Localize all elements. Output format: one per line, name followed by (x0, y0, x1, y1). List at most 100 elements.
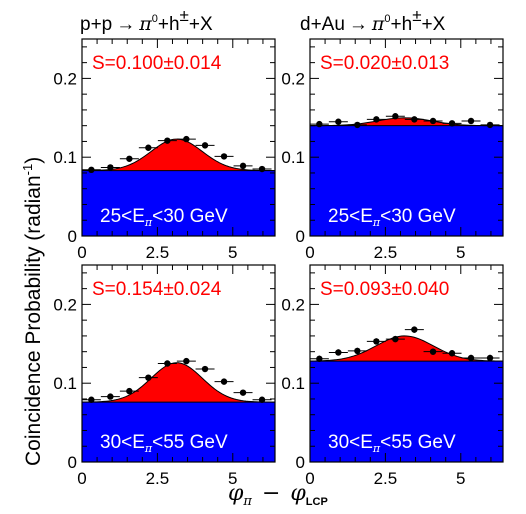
data-point (126, 155, 133, 162)
data-point (88, 396, 95, 403)
energy-bin-low: 30<E (100, 432, 145, 453)
x-tick-label: 5 (228, 243, 237, 262)
panel-frame (309, 264, 504, 463)
data-point (392, 335, 399, 343)
x-axis-sub-2: LCP (306, 496, 328, 508)
energy-bin-sub: π (372, 442, 381, 455)
energy-bin-annotation: 30<Eπ<55 GeV (328, 432, 456, 455)
data-point (126, 387, 133, 395)
signal-fill (310, 117, 503, 126)
signal-fill (82, 362, 275, 403)
signal-fill (82, 139, 275, 171)
y-tick-label: 0.2 (53, 69, 77, 88)
data-point (429, 348, 437, 355)
panel-bottom-right: 0 0.1 0.2 0 2.5 5 S=0.093±0.040 30<Eπ<55 GeV (281, 264, 504, 488)
y-axis-title: Coincidence Probability (radian-1) (20, 157, 45, 466)
panel-top-right: 0 0.1 0.2 0 2.5 5 S=0.020±0.013 25<Eπ<30 GeV (281, 38, 504, 262)
x-tick-label: 0 (77, 469, 86, 488)
fit-curve (81, 362, 276, 403)
x-axis-phi-2: φ (290, 481, 306, 506)
energy-bin-sub: π (144, 216, 153, 229)
y-tick-label: 0 (68, 453, 77, 472)
pedestal-fill (310, 361, 503, 462)
data-point (335, 349, 342, 356)
data-point (239, 162, 247, 170)
data-point (107, 393, 114, 400)
y-tick-label: 0.1 (53, 148, 77, 167)
data-point (183, 357, 190, 365)
data-point (201, 365, 209, 373)
signal-annotation: S=0.100±0.014 (92, 53, 222, 74)
data-point (335, 118, 342, 125)
column-header-dau-pi: π (371, 13, 385, 35)
y-tick-label: 0.1 (281, 374, 305, 393)
data-point (145, 144, 152, 151)
data-point (411, 326, 418, 333)
pedestal-fill (82, 170, 275, 236)
x-tick-label: 2.5 (146, 243, 170, 262)
x-tick-label: 0 (305, 243, 314, 262)
data-point (486, 354, 494, 362)
y-tick-label: 0 (296, 227, 305, 246)
data-point (107, 164, 114, 171)
panel-frame (309, 38, 504, 237)
data-point (164, 137, 171, 144)
x-axis-phi-1: φ (228, 481, 244, 506)
y-tick-label: 0.2 (281, 295, 305, 314)
energy-bin-sub: π (144, 442, 153, 455)
data-point (429, 117, 437, 125)
signal-annotation: S=0.093±0.040 (320, 279, 449, 300)
data-point (145, 374, 152, 381)
x-tick-label: 0 (305, 469, 314, 488)
data-point (411, 116, 418, 123)
x-tick-label: 0 (77, 243, 86, 262)
column-header-dau-plus: +h (391, 14, 413, 35)
y-tick-label: 0 (296, 453, 305, 472)
energy-bin-low: 25<E (100, 206, 145, 227)
column-header-pp: p+p → π0+h±+X (80, 6, 213, 35)
data-point (258, 396, 266, 403)
energy-bin-high: <30 GeV (152, 206, 228, 227)
column-header-dau-h-sup: ± (412, 6, 421, 25)
signal-annotation: S=0.020±0.013 (320, 53, 449, 74)
panel-bottom-left: 0 0.1 0.2 0 2.5 5 S=0.154±0.024 30<Eπ<55 GeV (53, 264, 276, 488)
data-point (239, 389, 247, 396)
y-axis-title-close: ) (22, 157, 45, 164)
x-tick-label: 5 (456, 243, 465, 262)
energy-bin-annotation: 25<Eπ<30 GeV (100, 206, 228, 229)
x-tick-label: 2.5 (374, 243, 398, 262)
data-point (467, 117, 475, 125)
energy-bin-low: 30<E (328, 432, 373, 453)
data-point (486, 121, 494, 129)
x-tick-label: 5 (228, 469, 237, 488)
reaction-arrow-icon: → (349, 14, 368, 35)
column-header-pp-pi-sup: 0 (152, 13, 158, 25)
data-point (183, 135, 190, 143)
energy-bin-sub: π (372, 216, 381, 229)
data-point (316, 120, 323, 128)
y-tick-label: 0 (68, 227, 77, 246)
x-tick-label: 2.5 (146, 469, 170, 488)
panel-top-left: 0 0.1 0.2 0 2.5 5 S=0.100±0.014 25<Eπ<30 GeV (53, 38, 276, 262)
y-axis-title-exponent: -1 (20, 164, 35, 176)
x-tick-label: 2.5 (374, 469, 398, 488)
energy-bin-annotation: 30<Eπ<55 GeV (100, 432, 228, 455)
energy-bin-high: <30 GeV (380, 206, 456, 227)
data-point (373, 116, 380, 123)
x-tick-label: 5 (456, 469, 465, 488)
data-point (220, 153, 228, 160)
y-tick-label: 0.2 (281, 69, 305, 88)
panel-frame (81, 38, 276, 237)
column-header-dau-tail: +X (422, 14, 446, 35)
column-header-pp-pi: π (138, 13, 152, 35)
y-tick-label: 0.1 (53, 374, 77, 393)
data-point (164, 360, 171, 367)
y-axis-title-text: Coincidence Probability (radian (22, 175, 45, 466)
data-point (220, 378, 228, 385)
data-point (448, 350, 456, 357)
energy-bin-high: <55 GeV (152, 432, 228, 453)
column-header-pp-h-sup: ± (180, 6, 189, 25)
data-point (201, 142, 209, 149)
data-point (373, 338, 380, 345)
